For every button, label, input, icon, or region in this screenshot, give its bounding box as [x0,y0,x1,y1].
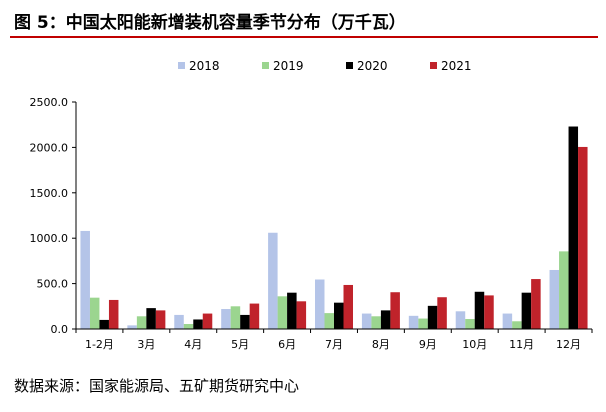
legend-swatch [346,62,353,69]
y-axis: 0.0 500.0 1000.0 1500.0 2000.0 2500.0 [30,96,77,336]
legend-swatch [178,62,185,69]
bar-2020 [99,319,109,329]
bar-2019 [230,306,241,329]
bar-2021 [484,295,494,329]
bar-2019 [324,313,334,329]
bar-2018 [361,313,372,329]
bar-2019 [89,297,100,329]
bar-2019 [512,321,522,329]
x-axis: 1-2月 3月 4月 5月 6月 7月 8月 9月 10月 11月 12月 [75,328,593,351]
source-note: 数据来源：国家能源局、五矿期货研究中心 [14,377,300,395]
legend-label: 2020 [357,59,388,73]
bar-2018 [221,309,231,329]
bar-2021 [249,303,260,329]
bar-2019 [277,296,288,329]
bar-2018 [127,325,137,329]
y-tick-label: 1000.0 [30,232,69,245]
bar-2020 [521,292,532,329]
bar-2020 [380,310,391,329]
bar-2021 [390,292,400,329]
x-tick-label: 9月 [419,338,437,351]
bars [80,126,588,330]
bar-2019 [465,319,475,329]
legend-label: 2018 [189,59,220,73]
x-tick-label: 3月 [137,338,155,351]
legend-swatch [430,62,437,69]
bar-2018 [502,313,513,329]
bar-2021 [343,284,353,329]
bar-2021 [531,279,541,329]
title-divider [10,36,598,38]
bar-2018 [268,232,278,329]
bar-2021 [108,299,119,329]
x-tick-label: 8月 [372,338,390,351]
x-tick-label: 6月 [278,338,296,351]
y-tick-label: 500.0 [37,278,69,291]
bar-2020 [568,126,579,330]
x-tick-label: 10月 [462,338,487,351]
y-tick-label: 2000.0 [30,141,69,154]
bar-2018 [315,279,325,329]
bar-2021 [202,313,213,329]
y-tick-label: 1500.0 [30,187,69,200]
bar-2020 [240,314,250,329]
x-tick-label: 7月 [325,338,343,351]
bar-2020 [193,319,203,329]
legend-label: 2021 [441,59,472,73]
bar-2020 [427,305,438,329]
bar-2020 [287,292,297,329]
bar-2019 [183,324,194,329]
bar-2019 [371,316,381,329]
x-tick-label: 1-2月 [85,338,114,351]
y-tick-label: 0.0 [51,323,69,336]
bar-2018 [408,315,419,329]
bar-2018 [80,230,90,329]
bar-2021 [296,301,307,329]
bar-2018 [549,269,560,329]
bar-2019 [136,316,147,329]
x-tick-label: 11月 [509,338,534,351]
bar-2021 [437,297,447,329]
bar-2018 [174,314,184,329]
x-tick-label: 4月 [184,338,202,351]
bar-2019 [559,251,569,329]
x-tick-label: 5月 [231,338,249,351]
bar-2020 [334,302,344,329]
bar-2020 [146,308,156,329]
chart-title: 图 5：中国太阳能新增装机容量季节分布（万千瓦） [14,13,406,33]
bar-2021 [578,146,588,329]
bar-2019 [418,318,428,329]
legend-swatch [262,62,269,69]
bar-2021 [155,310,166,329]
y-tick-label: 2500.0 [30,96,69,109]
x-tick-label: 12月 [556,338,581,351]
bar-2020 [474,291,485,329]
legend-label: 2019 [273,59,304,73]
bar-2018 [455,311,466,329]
legend: 2018 2019 2020 2021 [178,59,472,73]
